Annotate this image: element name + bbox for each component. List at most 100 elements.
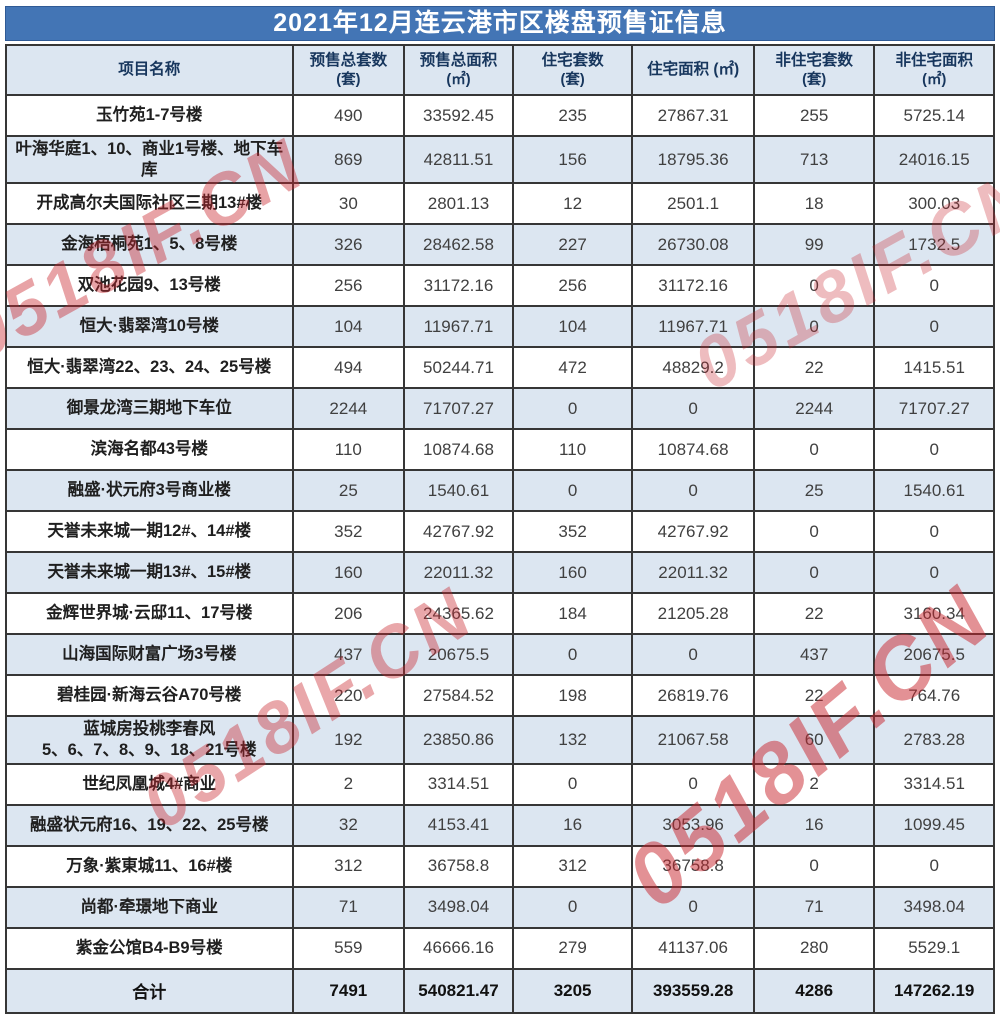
table-header: 项目名称 预售总套数 (套) 预售总面积 (㎡) 住宅套数 (套) 住宅面积 (㎡) 非住宅套数…	[5, 44, 995, 96]
total-value-cell: 3205	[511, 967, 634, 1014]
table-cell: 5725.14	[873, 94, 995, 137]
table-cell: 713	[752, 134, 876, 185]
table-row: 世纪凤凰城4#商业 2 3314.51 0 0 2 3314.51	[5, 762, 995, 806]
project-name-cell: 碧桂园·新海云谷A70号楼	[5, 674, 294, 718]
table-cell: 3053.96	[631, 803, 755, 847]
table-cell: 71	[291, 885, 406, 929]
project-name-cell: 滨海名都43号楼	[5, 428, 294, 472]
table-row: 蓝城房投桃李春风 5、6、7、8、9、18、21号楼 192 23850.86 132…	[5, 715, 995, 765]
table-cell: 0	[511, 387, 634, 431]
table-cell: 22011.32	[631, 551, 755, 595]
table-row: 开成高尔夫国际社区三期13#楼 30 2801.13 12 2501.1 18 300.03	[5, 182, 995, 226]
table-cell: 3160.34	[873, 592, 995, 636]
table-cell: 0	[752, 305, 876, 349]
project-name-cell: 叶海华庭1、10、商业1号楼、地下车库	[5, 134, 294, 185]
table-cell: 11967.71	[631, 305, 755, 349]
table-cell: 20675.5	[403, 633, 514, 677]
table-cell: 104	[291, 305, 406, 349]
project-name-cell: 恒大·翡翠湾10号楼	[5, 305, 294, 349]
project-name-cell: 双池花园9、13号楼	[5, 264, 294, 308]
table-footer: 合计 7491 540821.47 3205 393559.28 4286 147262.1…	[5, 967, 995, 1014]
table-cell: 36758.8	[631, 844, 755, 888]
table-cell: 48829.2	[631, 346, 755, 390]
table-cell: 2244	[291, 387, 406, 431]
table-cell: 1540.61	[403, 469, 514, 513]
table-cell: 26819.76	[631, 674, 755, 718]
project-name-cell: 恒大·翡翠湾22、23、24、25号楼	[5, 346, 294, 390]
table-cell: 25	[291, 469, 406, 513]
table-row: 融盛·状元府3号商业楼 25 1540.61 0 0 25 1540.61	[5, 469, 995, 513]
table-cell: 46666.16	[403, 926, 514, 970]
table-cell: 4153.41	[403, 803, 514, 847]
table-row: 万象·紫東城11、16#楼 312 36758.8 312 36758.8 0 0	[5, 844, 995, 888]
table-cell: 22	[752, 346, 876, 390]
table-cell: 326	[291, 223, 406, 267]
table-cell: 0	[631, 469, 755, 513]
table-cell: 3498.04	[873, 885, 995, 929]
total-label-cell: 合计	[5, 967, 294, 1014]
table-row: 天誉未来城一期12#、14#楼 352 42767.92 352 42767.92 0 0	[5, 510, 995, 554]
total-value-cell: 147262.19	[873, 967, 995, 1014]
table-cell: 206	[291, 592, 406, 636]
column-header: 预售总套数 (套)	[291, 44, 406, 96]
table-cell: 24016.15	[873, 134, 995, 185]
table-cell: 71	[752, 885, 876, 929]
total-value-cell: 540821.47	[403, 967, 514, 1014]
table-cell: 0	[631, 762, 755, 806]
table-cell: 42767.92	[631, 510, 755, 554]
table-cell: 0	[511, 885, 634, 929]
table-cell: 184	[511, 592, 634, 636]
project-name-cell: 山海国际财富广场3号楼	[5, 633, 294, 677]
table-cell: 71707.27	[403, 387, 514, 431]
table-cell: 2801.13	[403, 182, 514, 226]
table-cell: 42767.92	[403, 510, 514, 554]
table-cell: 764.76	[873, 674, 995, 718]
table-row: 紫金公馆B4-B9号楼 559 46666.16 279 41137.06 280 5529…	[5, 926, 995, 970]
table-cell: 16	[511, 803, 634, 847]
table-cell: 869	[291, 134, 406, 185]
table-cell: 0	[752, 264, 876, 308]
table-cell: 0	[631, 885, 755, 929]
table-cell: 220	[291, 674, 406, 718]
table-row: 玉竹苑1-7号楼 490 33592.45 235 27867.31 255 5725.14	[5, 94, 995, 137]
table-cell: 3314.51	[873, 762, 995, 806]
table-cell: 0	[631, 633, 755, 677]
table-cell: 437	[752, 633, 876, 677]
table-cell: 36758.8	[403, 844, 514, 888]
table-cell: 31172.16	[403, 264, 514, 308]
project-name-cell: 融盛·状元府3号商业楼	[5, 469, 294, 513]
table-cell: 279	[511, 926, 634, 970]
table-cell: 3314.51	[403, 762, 514, 806]
table-cell: 71707.27	[873, 387, 995, 431]
table-cell: 559	[291, 926, 406, 970]
table-cell: 198	[511, 674, 634, 718]
table-cell: 0	[873, 428, 995, 472]
table-row: 御景龙湾三期地下车位 2244 71707.27 0 0 2244 71707.27	[5, 387, 995, 431]
table-cell: 110	[291, 428, 406, 472]
table-cell: 1415.51	[873, 346, 995, 390]
table-cell: 27867.31	[631, 94, 755, 137]
table-cell: 312	[511, 844, 634, 888]
table-cell: 235	[511, 94, 634, 137]
project-name-cell: 蓝城房投桃李春风 5、6、7、8、9、18、21号楼	[5, 715, 294, 765]
table-cell: 110	[511, 428, 634, 472]
table-cell: 3498.04	[403, 885, 514, 929]
project-name-cell: 融盛状元府16、19、22、25号楼	[5, 803, 294, 847]
table-cell: 0	[752, 844, 876, 888]
table-cell: 99	[752, 223, 876, 267]
table-cell: 352	[291, 510, 406, 554]
table-cell: 60	[752, 715, 876, 765]
column-header: 住宅面积 (㎡)	[631, 44, 755, 96]
table-cell: 10874.68	[403, 428, 514, 472]
table-cell: 26730.08	[631, 223, 755, 267]
table-cell: 300.03	[873, 182, 995, 226]
table-row: 恒大·翡翠湾10号楼 104 11967.71 104 11967.71 0 0	[5, 305, 995, 349]
table-cell: 18795.36	[631, 134, 755, 185]
table-cell: 21205.28	[631, 592, 755, 636]
header-row: 项目名称 预售总套数 (套) 预售总面积 (㎡) 住宅套数 (套) 住宅面积 (㎡) 非住宅套数…	[5, 44, 995, 96]
table-cell: 10874.68	[631, 428, 755, 472]
table-cell: 0	[511, 762, 634, 806]
table-row: 滨海名都43号楼 110 10874.68 110 10874.68 0 0	[5, 428, 995, 472]
project-name-cell: 尚都·牵璟地下商业	[5, 885, 294, 929]
table-cell: 490	[291, 94, 406, 137]
